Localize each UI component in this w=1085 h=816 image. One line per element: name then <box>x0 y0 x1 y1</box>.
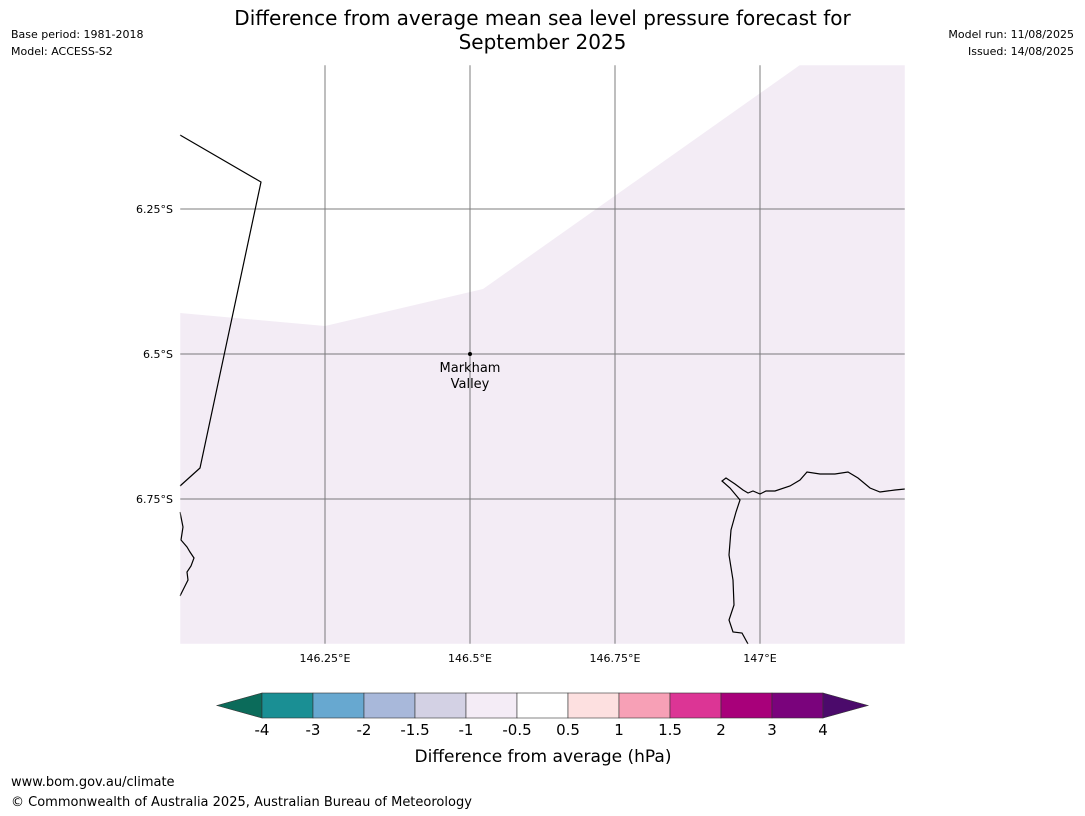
lat-label-6-75: 6.75°S <box>136 493 173 506</box>
coastlines <box>179 134 906 645</box>
colorbar-segment <box>567 692 620 719</box>
colorbar-segment <box>720 692 773 719</box>
lon-label-146-75: 146.75°E <box>590 652 641 665</box>
lon-label-147: 147°E <box>743 652 776 665</box>
colorbar-tick-label: 0.5 <box>556 721 580 739</box>
colorbar-segment <box>771 692 824 719</box>
colorbar-tick-label: -2 <box>357 721 372 739</box>
colorbar-tick-labels: -4 -3 -2 -1.5 -1 -0.5 0.5 1 1.5 2 3 4 <box>255 721 828 739</box>
place-label-line1: Markham <box>440 361 501 376</box>
colorbar-segment <box>618 692 671 719</box>
colorbar-segments <box>261 692 824 719</box>
east-coastline <box>721 471 906 645</box>
map-frame <box>179 64 906 645</box>
colorbar-segment <box>516 692 569 719</box>
colorbar-tick-label: 3 <box>767 721 777 739</box>
colorbar-segment <box>261 692 314 719</box>
colorbar-segment <box>414 692 467 719</box>
colorbar: -4 -3 -2 -1.5 -1 -0.5 0.5 1 1.5 2 3 4 Difference fr… <box>215 692 870 767</box>
place-label-line2: Valley <box>451 377 490 392</box>
footer-copyright: © Commonwealth of Australia 2025, Austra… <box>11 795 472 810</box>
colorbar-under-arrow <box>215 692 263 719</box>
metadata-right: Model run: 11/08/2025 Issued: 14/08/2025 <box>948 26 1074 60</box>
colorbar-title: Difference from average (hPa) <box>415 747 672 767</box>
gridlines <box>180 65 905 644</box>
map-title-line2: September 2025 <box>458 30 627 54</box>
colorbar-segment <box>465 692 518 719</box>
issued-text: Issued: 14/08/2025 <box>967 45 1074 58</box>
colorbar-tick-label: 2 <box>716 721 726 739</box>
lat-label-6-5: 6.5°S <box>143 348 173 361</box>
colorbar-segment <box>669 692 722 719</box>
colorbar-tick-label: -3 <box>306 721 321 739</box>
colorbar-tick-label: -0.5 <box>502 721 531 739</box>
location-marker <box>468 352 472 356</box>
lat-label-6-25: 6.25°S <box>136 203 173 216</box>
footer-url[interactable]: www.bom.gov.au/climate <box>11 775 175 790</box>
colorbar-tick-label: -1 <box>459 721 474 739</box>
lon-label-146-5: 146.5°E <box>448 652 492 665</box>
colorbar-tick-label: 4 <box>818 721 828 739</box>
west-coastline <box>179 511 195 597</box>
colorbar-over-arrow <box>822 692 870 719</box>
colorbar-segment <box>312 692 365 719</box>
model-text: Model: ACCESS-S2 <box>11 45 113 58</box>
map-title: Difference from average mean sea level p… <box>180 6 905 54</box>
base-period-text: Base period: 1981-2018 <box>11 28 144 41</box>
colorbar-tick-label: -4 <box>255 721 270 739</box>
colorbar-tick-label: 1 <box>614 721 624 739</box>
lon-label-146-25: 146.25°E <box>300 652 351 665</box>
map-title-line1: Difference from average mean sea level p… <box>234 6 851 30</box>
boundary-line <box>179 134 262 487</box>
colorbar-tick-label: 1.5 <box>658 721 682 739</box>
model-run-text: Model run: 11/08/2025 <box>948 28 1074 41</box>
colorbar-tick-label: -1.5 <box>400 721 429 739</box>
colorbar-segment <box>363 692 416 719</box>
metadata-left: Base period: 1981-2018 Model: ACCESS-S2 <box>11 26 143 60</box>
